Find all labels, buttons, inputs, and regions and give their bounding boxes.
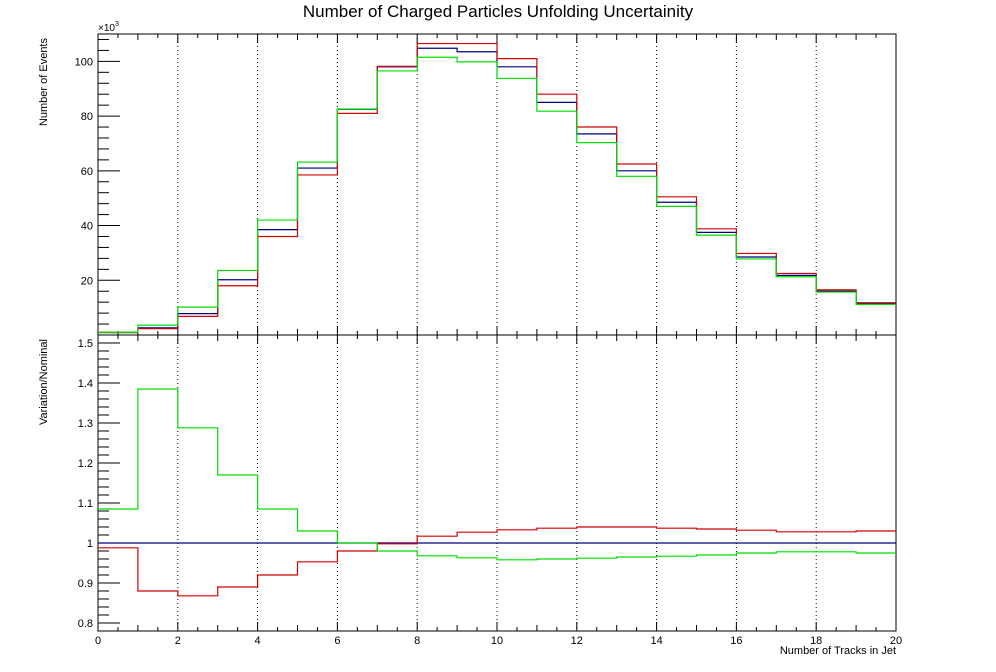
series-down-line [98, 388, 896, 561]
y-tick-label: 0.9 [78, 578, 93, 590]
y-tick-label: 1.1 [78, 498, 93, 510]
x-tick-label: 10 [491, 635, 503, 647]
x-tick-label: 4 [255, 635, 261, 647]
series-up-line [98, 42, 896, 334]
y-tick-label: 0.8 [78, 618, 93, 630]
x-tick-label: 2 [175, 635, 181, 647]
chart-title: Number of Charged Particles Unfolding Un… [302, 2, 694, 21]
y-tick-label: 60 [81, 166, 93, 178]
x-tick-label: 20 [890, 635, 902, 647]
top-panel: 20 40 60 80 100 Number of Events ×103 [38, 21, 897, 336]
x-tick-label: 14 [650, 635, 662, 647]
y-tick-label: 100 [75, 56, 93, 68]
x-tick-label: 12 [571, 635, 583, 647]
y-tick-label: 1.5 [78, 338, 93, 350]
y-tick-label: 1.2 [78, 458, 93, 470]
x-tick-label: 18 [810, 635, 822, 647]
x-tick-label: 8 [414, 635, 420, 647]
x-tick-label: 16 [730, 635, 742, 647]
x-tick-label: 0 [95, 635, 101, 647]
y-tick-label: 1.4 [78, 378, 93, 390]
series-down-line [98, 56, 896, 333]
y-tick-label: 1 [87, 538, 93, 550]
y-tick-label: 40 [81, 221, 93, 233]
y-tick-label: 20 [81, 275, 93, 287]
y-tick-label: 80 [81, 111, 93, 123]
y-tick-label: 1.3 [78, 418, 93, 430]
series-nominal-line [98, 47, 896, 334]
series-up-line [98, 526, 896, 597]
ratio-panel: 0.8 0.9 1 1.1 1.2 1.3 1.4 1.5 0 2 4 6 8 10 12 14 16 18 20 V… [38, 334, 902, 657]
y-axis-label: Variation/Nominal [38, 339, 50, 425]
x-tick-label: 6 [334, 635, 340, 647]
y-axis-label: Number of Events [38, 38, 50, 127]
x-axis-label: Number of Tracks in Jet [780, 645, 896, 657]
y-exponent-label: ×103 [98, 21, 119, 34]
